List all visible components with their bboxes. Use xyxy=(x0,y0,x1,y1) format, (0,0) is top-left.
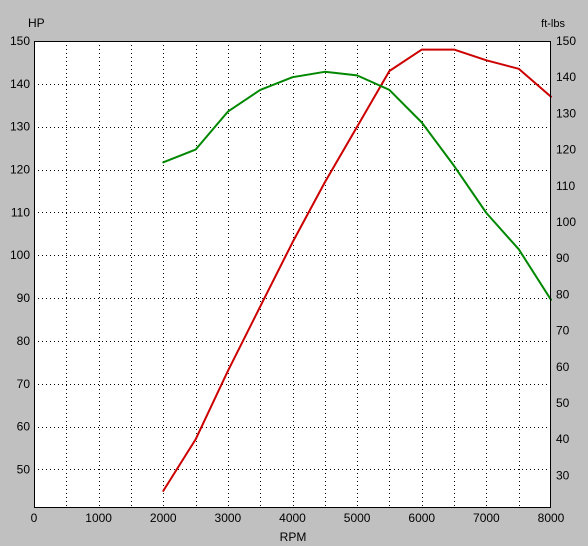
plot-area xyxy=(34,41,551,508)
ticks: 0 1000 2000 3000 4000 5000 6000 7000 8000 50 60 70 8… xyxy=(10,34,576,525)
y-right-tick-label: 150 xyxy=(556,34,576,48)
y-left-tick-label: 70 xyxy=(17,377,31,391)
x-tick-label: 7000 xyxy=(473,511,500,525)
x-tick-label: 5000 xyxy=(344,511,371,525)
x-tick-label: 3000 xyxy=(215,511,242,525)
x-tick-label: 6000 xyxy=(408,511,435,525)
y-left-tick-label: 50 xyxy=(17,462,31,476)
y-left-tick-label: 150 xyxy=(10,34,30,48)
y-left-tick-label: 90 xyxy=(17,291,31,305)
y-left-tick-label: 130 xyxy=(10,120,30,134)
x-tick-label: 4000 xyxy=(279,511,306,525)
y-left-tick-label: 60 xyxy=(17,420,31,434)
y-right-tick-label: 110 xyxy=(556,179,575,193)
x-tick-label: 0 xyxy=(31,511,38,525)
y-right-tick-label: 90 xyxy=(556,251,570,265)
plot-frame xyxy=(34,41,551,508)
x-tick-label: 1000 xyxy=(85,511,112,525)
x-axis-title: RPM xyxy=(280,530,307,544)
y-left-axis-title: HP xyxy=(28,16,45,30)
y-left-tick-label: 80 xyxy=(17,334,31,348)
series-line-left-axis xyxy=(162,48,552,492)
y-right-tick-label: 100 xyxy=(556,215,576,229)
y-left-tick-label: 100 xyxy=(10,248,30,262)
y-right-tick-label: 50 xyxy=(556,396,570,410)
y-right-tick-label: 30 xyxy=(556,468,570,482)
y-right-tick-label: 140 xyxy=(556,70,576,84)
y-right-tick-label: 60 xyxy=(556,360,570,374)
y-left-tick-label: 140 xyxy=(10,77,30,91)
y-right-tick-label: 120 xyxy=(556,143,576,157)
x-tick-label: 2000 xyxy=(150,511,177,525)
y-right-tick-label: 80 xyxy=(556,287,570,301)
series xyxy=(162,48,552,492)
y-right-tick-label: 40 xyxy=(556,432,570,446)
y-left-tick-label: 120 xyxy=(10,163,30,177)
y-left-tick-label: 110 xyxy=(11,205,30,219)
y-right-axis-title: ft-lbs xyxy=(541,18,565,30)
y-right-tick-label: 70 xyxy=(556,324,570,338)
x-tick-label: 8000 xyxy=(538,511,565,525)
y-right-tick-label: 130 xyxy=(556,106,576,120)
series-line-right-axis xyxy=(162,70,552,301)
